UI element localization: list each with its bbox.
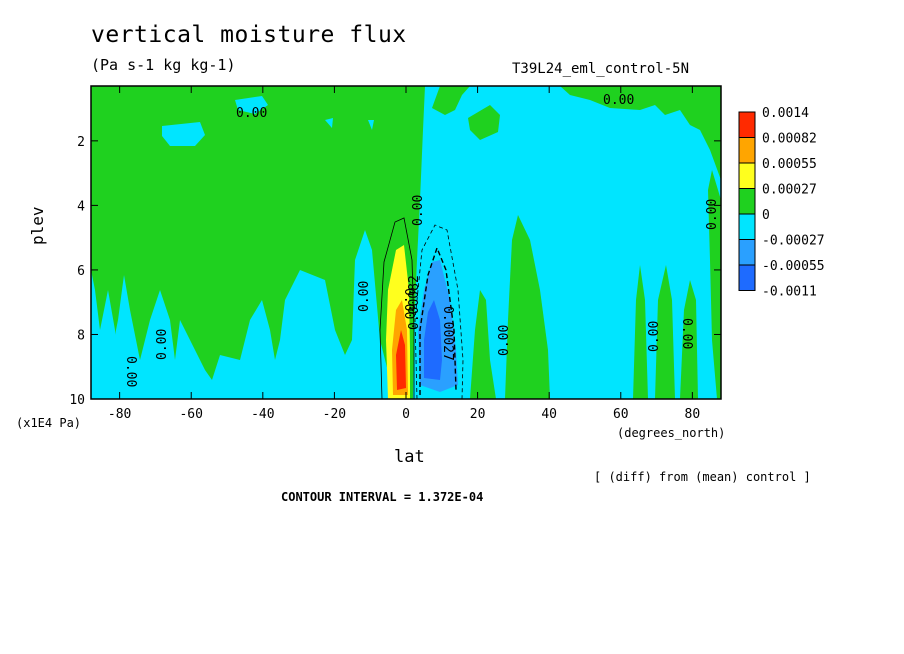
contour-neg-outer <box>414 224 464 400</box>
contour-label: 0.00 <box>679 318 694 349</box>
x-axis-label: lat <box>394 447 425 467</box>
region-pos3 <box>396 330 406 390</box>
legend-swatch <box>738 111 756 138</box>
x-axis: -80 -60 -40 -20 0 20 40 60 80 <box>108 86 700 422</box>
x-tick-label: 0 <box>402 407 410 422</box>
contour-lines <box>379 217 464 400</box>
x-tick-label: -60 <box>179 407 202 422</box>
legend-label: 0 <box>762 208 770 223</box>
region-zero-nh-top3 <box>560 86 721 180</box>
legend-label: 0.00082 <box>762 132 817 147</box>
contour-pos-outer <box>379 217 415 400</box>
region-zero-nh-col3 <box>633 265 648 399</box>
run-id-label: T39L24_eml_control-5N <box>512 61 690 77</box>
contour-neg-inner <box>419 245 457 395</box>
filled-contours <box>91 86 721 399</box>
region-zero-nh-col5 <box>680 280 698 399</box>
region-zero-sh <box>91 86 425 399</box>
contour-label: 0.00 <box>357 281 372 312</box>
region-neg1-sh-hole4 <box>368 120 374 130</box>
contour-label: 0.00 <box>705 199 720 230</box>
contour-label: 0.00 <box>497 325 512 356</box>
region-neg1-sh-hole1 <box>162 122 205 146</box>
contour-label: 0.00 <box>401 288 416 319</box>
region-zero-nh-col1 <box>470 290 496 399</box>
legend-swatch <box>738 239 756 266</box>
region-neg3 <box>424 300 442 380</box>
contour-label: 0.00 <box>236 106 267 121</box>
x-tick-label: -80 <box>108 407 131 422</box>
x-tick-label: -20 <box>323 407 346 422</box>
legend-swatch <box>738 213 756 240</box>
legend-label: 0.0014 <box>762 106 809 121</box>
legend-swatch <box>738 264 756 291</box>
y-tick-label: 10 <box>69 393 85 408</box>
region-neg1-sh-col2 <box>145 300 166 399</box>
x-tick-label: 40 <box>541 407 557 422</box>
x-axis-units: (degrees_north) <box>617 426 726 440</box>
x-tick-label: 60 <box>613 407 629 422</box>
region-neg1-sh-col1 <box>96 290 118 399</box>
legend-label: -0.00055 <box>762 259 825 274</box>
contour-interval-label: CONTOUR INTERVAL = 1.372E-04 <box>281 490 484 504</box>
color-legend: 0.0014 0.00082 0.00055 0.00027 0 -0.00027 -0.0… <box>738 106 825 300</box>
y-tick-label: 6 <box>77 264 85 279</box>
x-tick-label: 20 <box>470 407 486 422</box>
legend-swatch <box>738 188 756 215</box>
y-tick-label: 4 <box>77 199 85 214</box>
region-zero-nh-col4 <box>655 265 675 399</box>
x-tick-label: 80 <box>685 407 701 422</box>
legend-swatch <box>738 137 756 164</box>
chart-units: (Pa s-1 kg kg-1) <box>91 56 236 74</box>
contour-label: 0.00082 <box>407 275 422 330</box>
y-axis-units: (x1E4 Pa) <box>16 416 82 430</box>
legend-label: 0.00027 <box>762 183 817 198</box>
contour-label: 0.00 <box>155 329 170 360</box>
region-zero-nh-right <box>708 170 721 399</box>
chart-title: vertical moisture flux <box>91 22 407 48</box>
region-neg1-sh-hole3 <box>325 118 333 128</box>
y-tick-label: 2 <box>77 135 85 150</box>
region-zero-nh-top1 <box>432 86 470 115</box>
legend-label: -0.0011 <box>762 285 817 300</box>
y-tick-label: 8 <box>77 328 85 343</box>
legend-label: -0.00027 <box>762 234 825 249</box>
contour-labels: 0.00 0.00 0.00 0.00 0.00 0.00 0.00 0.00 … <box>123 93 720 387</box>
contour-label: 0.00027 <box>440 306 455 361</box>
region-neg1-sh-hole2 <box>235 96 268 114</box>
y-axis: 2 4 6 8 10 <box>69 135 721 408</box>
contour-label: 0.00 <box>647 321 662 352</box>
diff-note: [ (diff) from (mean) control ] <box>594 470 811 484</box>
contour-label: 0.00 <box>603 93 634 108</box>
contour-label: 0.00 <box>123 356 138 387</box>
region-zero-nh-col2 <box>505 215 550 399</box>
contour-label: 0.00 <box>411 195 426 226</box>
x-tick-label: -40 <box>251 407 274 422</box>
region-zero-nh-top2 <box>468 105 500 140</box>
legend-label: 0.00055 <box>762 157 817 172</box>
legend-swatch <box>738 162 756 189</box>
